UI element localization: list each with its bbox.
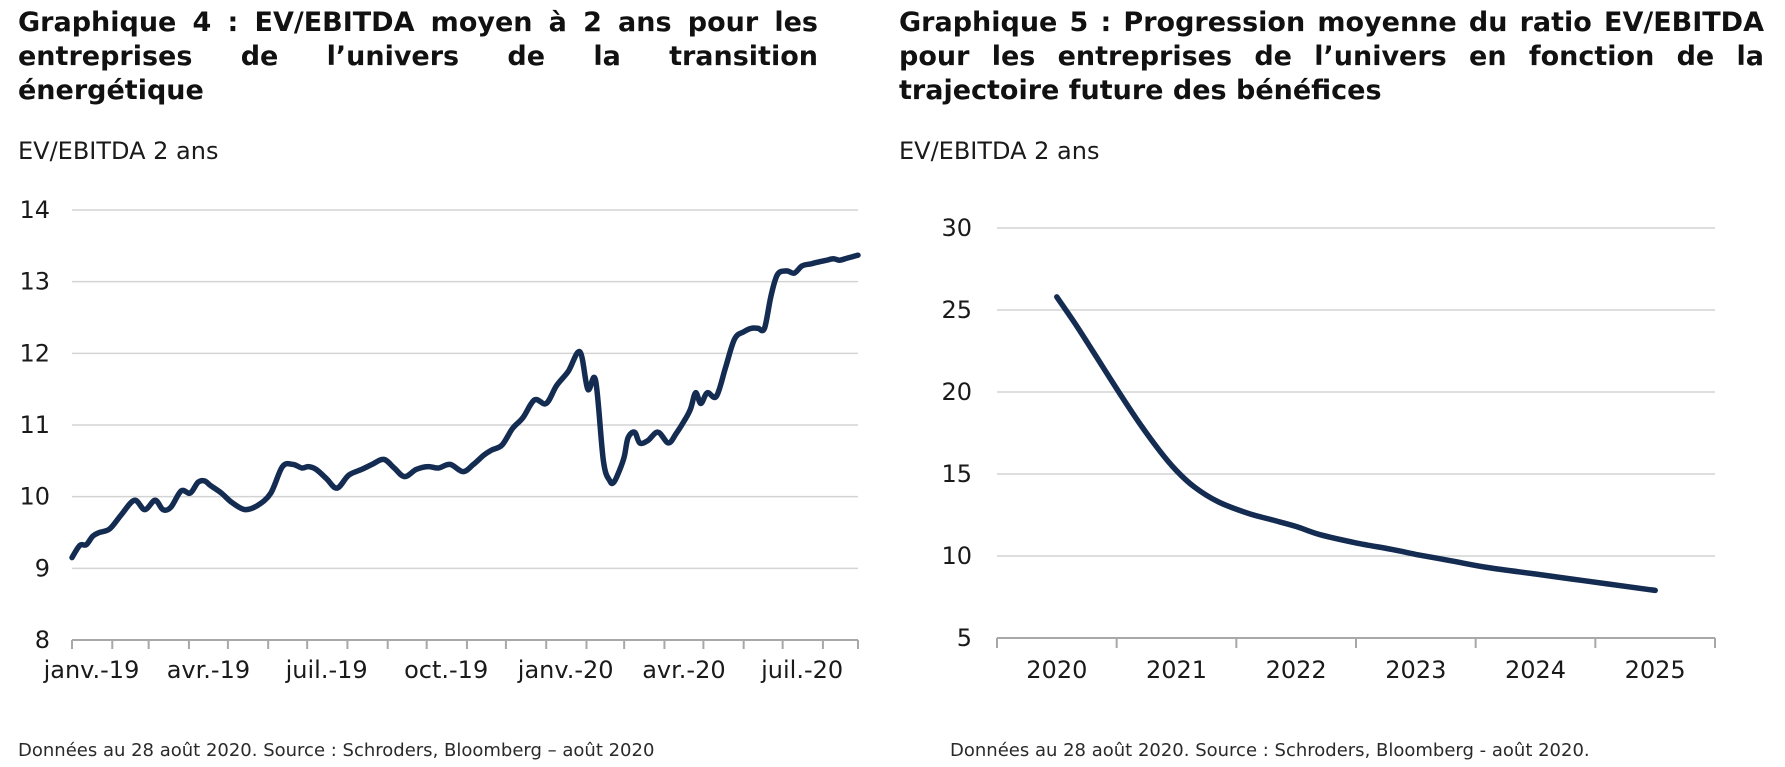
y-tick-label: 11: [19, 411, 50, 439]
chart-panel-graphique-5: Graphique 5 : Progression moyenne du rat…: [885, 0, 1785, 767]
y-tick-label: 5: [957, 624, 972, 652]
x-tick-label: oct.-19: [404, 656, 488, 684]
chart-title: Graphique 5 : Progression moyenne du rat…: [899, 7, 1764, 106]
x-tick-label: 2022: [1266, 656, 1327, 684]
source-note: Données au 28 août 2020. Source : Schrod…: [18, 740, 655, 761]
x-tick-label: 2020: [1026, 656, 1087, 684]
series-line: [69, 252, 861, 561]
chart-title: Graphique 4 : EV/EBITDA moyen à 2 ans po…: [18, 7, 818, 106]
series-line: [1054, 294, 1658, 594]
unit-label: EV/EBITDA 2 ans: [18, 137, 219, 165]
x-tick-label: janv.-19: [43, 656, 140, 684]
x-tick-label: janv.-20: [517, 656, 614, 684]
y-tick-label: 8: [35, 626, 50, 654]
y-tick-label: 25: [941, 296, 972, 324]
line-chart-ev-ebitda: 8 9 10 11 12 13 14 janv.-19 avr.-19 juil.-19 oct.-…: [19, 196, 861, 684]
y-tick-label: 20: [941, 378, 972, 406]
x-tick-label: 2024: [1505, 656, 1566, 684]
y-tick-label: 30: [941, 214, 972, 242]
x-tick-label: 2021: [1146, 656, 1207, 684]
source-note: Données au 28 août 2020. Source : Schrod…: [950, 740, 1590, 761]
x-tick-label: avr.-19: [167, 656, 250, 684]
y-tick-label: 10: [941, 542, 972, 570]
y-tick-label: 15: [941, 460, 972, 488]
x-tick-label: 2025: [1625, 656, 1686, 684]
y-tick-label: 9: [35, 554, 50, 582]
x-tick-label: avr.-20: [642, 656, 725, 684]
x-tick-label: juil.-19: [285, 656, 368, 684]
x-tick-label: juil.-20: [760, 656, 843, 684]
y-tick-label: 14: [19, 196, 50, 224]
x-tick-label: 2023: [1385, 656, 1446, 684]
unit-label: EV/EBITDA 2 ans: [899, 137, 1100, 165]
chart-panel-graphique-4: Graphique 4 : EV/EBITDA moyen à 2 ans po…: [0, 0, 870, 767]
y-tick-label: 13: [19, 268, 50, 296]
y-tick-label: 12: [19, 339, 50, 367]
y-tick-label: 10: [19, 483, 50, 511]
